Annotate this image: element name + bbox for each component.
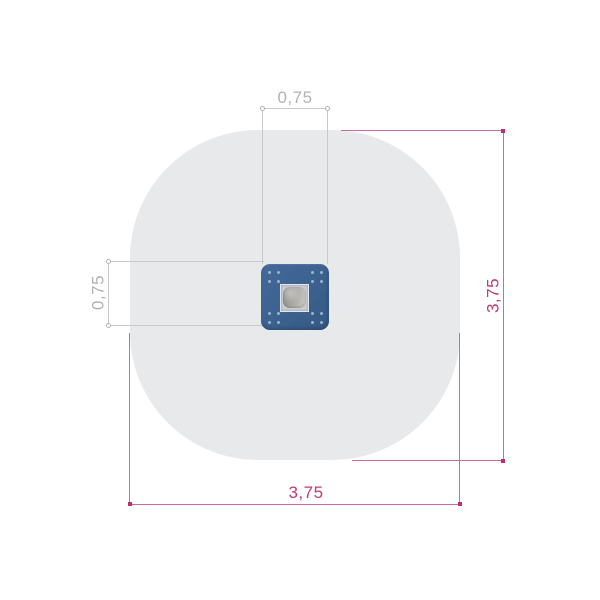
- pad-dot: [267, 311, 271, 315]
- pad-dot: [319, 270, 323, 274]
- dimension-label: 0,75: [277, 88, 313, 107]
- dimension-endpoint: [260, 106, 265, 111]
- extension-line: [129, 333, 130, 504]
- dimension-endpoint: [501, 459, 505, 463]
- chip-component[interactable]: [261, 264, 329, 330]
- extension-line: [459, 333, 460, 504]
- pad-dot: [267, 320, 271, 324]
- pad-dot: [276, 320, 280, 324]
- pad-dot: [319, 320, 323, 324]
- dimension-line: [262, 108, 328, 109]
- dimension-endpoint: [106, 323, 111, 328]
- pad-dot: [276, 279, 280, 283]
- pad-dot: [267, 270, 271, 274]
- dimension-label: 0,75: [88, 274, 108, 311]
- dimension-label: 3,75: [288, 483, 324, 502]
- dimension-line: [503, 131, 504, 461]
- dimension-endpoint: [458, 502, 462, 506]
- pad-dot: [267, 279, 271, 283]
- extension-line: [352, 460, 504, 461]
- extension-line: [106, 325, 264, 326]
- pad-dot: [319, 279, 323, 283]
- extension-line: [106, 261, 264, 262]
- knob: [283, 287, 306, 308]
- extension-line: [341, 130, 504, 131]
- dimension-endpoint: [501, 129, 505, 133]
- dimension-endpoint: [128, 502, 132, 506]
- dimension-endpoint: [106, 259, 111, 264]
- pad-dot: [276, 311, 280, 315]
- pad-dot: [310, 311, 314, 315]
- pad-dot: [276, 270, 280, 274]
- extension-line: [327, 106, 328, 264]
- pad-dot: [310, 279, 314, 283]
- knob-frame: [280, 284, 309, 312]
- pad-dot: [310, 320, 314, 324]
- dimension-line: [108, 261, 109, 326]
- dimension-label: 3,75: [483, 277, 503, 314]
- extension-line: [262, 106, 263, 264]
- pad-dot: [319, 311, 323, 315]
- dimension-line: [129, 504, 460, 505]
- dimension-endpoint: [325, 106, 330, 111]
- pad-dot: [310, 270, 314, 274]
